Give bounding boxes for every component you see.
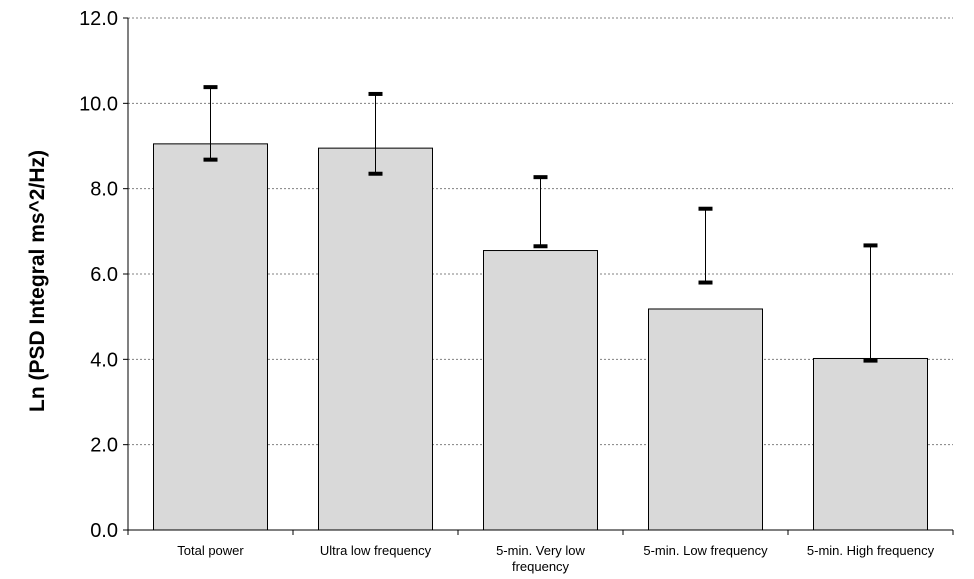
bars <box>153 143 928 531</box>
y-tick-label: 2.0 <box>90 435 118 457</box>
y-tick-label: 12.0 <box>79 8 118 30</box>
y-axis-title: Ln (PSD Integral ms^2/Hz) <box>26 150 49 412</box>
y-tick-label: 6.0 <box>90 264 118 286</box>
y-tick-label: 0.0 <box>90 520 118 542</box>
x-tick-label: 5-min. Very low frequency <box>496 543 585 574</box>
x-tick-label: Ultra low frequency <box>320 543 432 558</box>
bar <box>318 147 433 531</box>
x-tick-label: 5-min. Low frequency <box>643 543 768 558</box>
bar <box>153 143 268 531</box>
y-tick-label: 10.0 <box>79 93 118 115</box>
bar <box>483 250 598 531</box>
x-tick-labels: Total power Ultra low frequency 5-min. Ver… <box>177 543 934 574</box>
x-tick-label: Total power <box>177 543 244 558</box>
y-tick-label: 4.0 <box>90 349 118 371</box>
x-tick-label: 5-min. High frequency <box>807 543 935 558</box>
bar <box>648 308 763 531</box>
bar <box>813 357 928 531</box>
y-tick-labels: 0.0 2.0 4.0 6.0 8.0 10.0 12.0 <box>79 8 128 542</box>
error-bars <box>203 85 878 363</box>
y-tick-label: 8.0 <box>90 179 118 201</box>
